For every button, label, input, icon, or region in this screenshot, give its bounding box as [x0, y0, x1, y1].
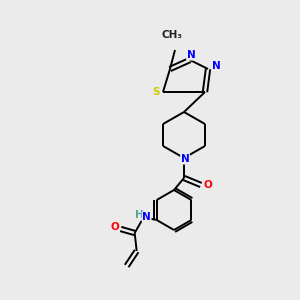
- Text: O: O: [110, 222, 119, 232]
- Text: N: N: [142, 212, 151, 222]
- Text: N: N: [187, 50, 195, 60]
- Text: O: O: [204, 180, 212, 190]
- Text: CH₃: CH₃: [161, 30, 182, 40]
- Text: N: N: [181, 154, 189, 164]
- Text: N: N: [212, 61, 220, 71]
- Text: H: H: [135, 210, 144, 220]
- Text: S: S: [152, 87, 160, 97]
